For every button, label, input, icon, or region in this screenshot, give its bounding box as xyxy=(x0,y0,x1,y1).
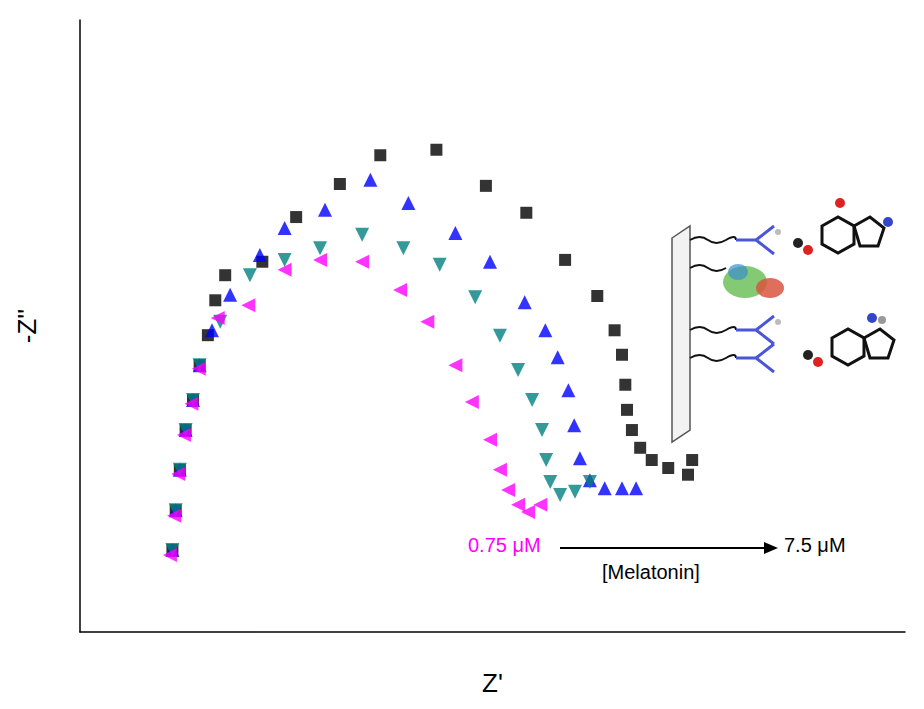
svg-text:7.5 μM: 7.5 μM xyxy=(784,534,846,556)
svg-text:[Melatonin]: [Melatonin] xyxy=(602,561,700,583)
svg-text:Z': Z' xyxy=(482,668,503,698)
svg-text:-Z'': -Z'' xyxy=(12,309,42,343)
svg-text:0.75 μM: 0.75 μM xyxy=(468,534,541,556)
